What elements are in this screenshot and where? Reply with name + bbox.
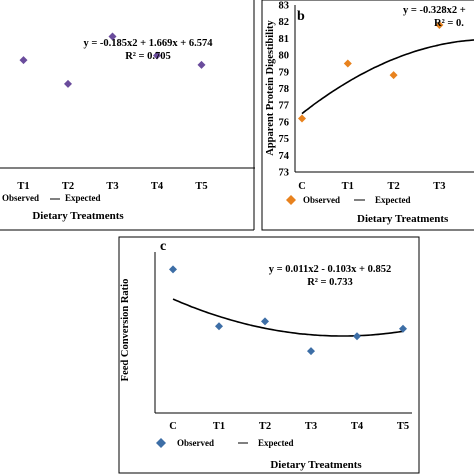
panel-c-y-axis-title: Feed Conversion Ratio	[120, 279, 131, 382]
panel-a-r2: R² = 0.705	[125, 51, 171, 62]
panel-a-point-T3	[108, 32, 117, 41]
panel-a-point-T4	[153, 51, 161, 60]
panel-b-point-T2	[389, 71, 398, 80]
panel-c-point-T3	[307, 347, 315, 356]
panel-b-x-tick-T2: T2	[387, 181, 399, 192]
panel-b-legend-observed-label: Observed	[303, 195, 340, 205]
panel-c-equation: y = 0.011x2 - 0.103x + 0.852	[269, 264, 392, 275]
panel-b-equation: y = -0.328x2 +	[403, 5, 466, 16]
panel-b-y-tick-77: 77	[279, 101, 290, 112]
panel-b-y-tick-74: 74	[279, 151, 290, 162]
panel-a-x-tick-T4: T4	[151, 181, 164, 192]
panel-b-x-tick-T3: T3	[433, 181, 445, 192]
panel-b-y-tick-73: 73	[279, 168, 290, 179]
panel-a-x-tick-T2: T2	[62, 181, 74, 192]
panel-b-r2: R² = 0.	[434, 18, 464, 29]
panel-b-y-tick-83: 83	[279, 1, 290, 12]
panel-c-r2: R² = 0.733	[307, 277, 353, 288]
panel-b-y-axis-title: Apparent Protein Digestibility	[265, 19, 276, 155]
panel-a-point-T5	[197, 60, 206, 69]
panel-c-point-T1	[215, 322, 223, 331]
panel-a-x-tick-T1: T1	[17, 181, 29, 192]
panel-b-frame	[261, 0, 474, 231]
panel-b-y-tick-79: 79	[279, 67, 290, 78]
panel-a-legend-observed-label: Observed	[2, 193, 39, 203]
panel-a-x-axis-title: Dietary Treatments	[32, 210, 124, 222]
panel-a: T1 T2 T3 T4 T5 y = -0.185x2 + 1.669x + 6.574…	[0, 0, 255, 231]
panel-b-legend-observed-swatch	[286, 195, 296, 205]
panel-c-x-tick-T1: T1	[213, 421, 225, 432]
panel-a-point-T2	[64, 79, 72, 88]
panel-b-label: b	[297, 9, 305, 24]
panel-c: c Feed Conversion Ratio C T1 T2 T3 T4 T5 y = …	[118, 236, 420, 474]
panel-a-x-tick-T3: T3	[106, 181, 118, 192]
panel-c-frame	[118, 236, 420, 474]
panel-a-equation: y = -0.185x2 + 1.669x + 6.574	[83, 38, 213, 49]
panel-b-y-tick-78: 78	[279, 84, 290, 95]
panel-b-legend-expected-label: Expected	[375, 195, 411, 205]
panel-c-expected-curve	[172, 298, 404, 337]
panel-c-x-tick-T3: T3	[305, 421, 317, 432]
panel-c-point-C	[169, 265, 177, 274]
panel-a-point-T1	[19, 56, 28, 65]
panel-c-x-axis-title: Dietary Treatments	[270, 459, 362, 471]
panel-c-point-T4	[353, 332, 361, 341]
panel-c-x-tick-T5: T5	[397, 421, 409, 432]
panel-b-y-tick-76: 76	[279, 117, 290, 128]
panel-c-point-T5	[399, 324, 407, 333]
panel-a-x-tick-T5: T5	[195, 181, 207, 192]
panel-b-y-tick-82: 82	[279, 17, 290, 28]
panel-c-x-tick-T2: T2	[259, 421, 271, 432]
panel-c-x-tick-C: C	[169, 421, 177, 432]
panel-b-y-tick-81: 81	[279, 34, 290, 45]
panel-b-point-C	[298, 114, 306, 123]
panel-b: b 73 74 75 76 77 78 79 80 81 82 83 Apparent Protei…	[261, 0, 474, 231]
panel-b-y-tick-80: 80	[279, 51, 290, 62]
panel-c-point-T2	[261, 317, 269, 326]
panel-b-x-tick-C: C	[298, 181, 306, 192]
panel-a-legend-expected-label: Expected	[65, 193, 101, 203]
panel-c-legend-expected-label: Expected	[258, 438, 294, 448]
panel-c-label: c	[160, 239, 166, 254]
panel-c-x-tick-T4: T4	[351, 421, 364, 432]
panel-b-x-tick-T1: T1	[342, 181, 354, 192]
panel-c-legend-observed-label: Observed	[177, 438, 214, 448]
panel-b-point-T1	[343, 59, 352, 68]
panel-b-x-axis-title: Dietary Treatments	[357, 213, 449, 225]
panel-b-y-tick-75: 75	[279, 134, 290, 145]
panel-b-point-T3	[435, 21, 444, 30]
panel-b-expected-curve	[301, 39, 474, 115]
panel-c-legend-observed-swatch	[156, 438, 166, 448]
